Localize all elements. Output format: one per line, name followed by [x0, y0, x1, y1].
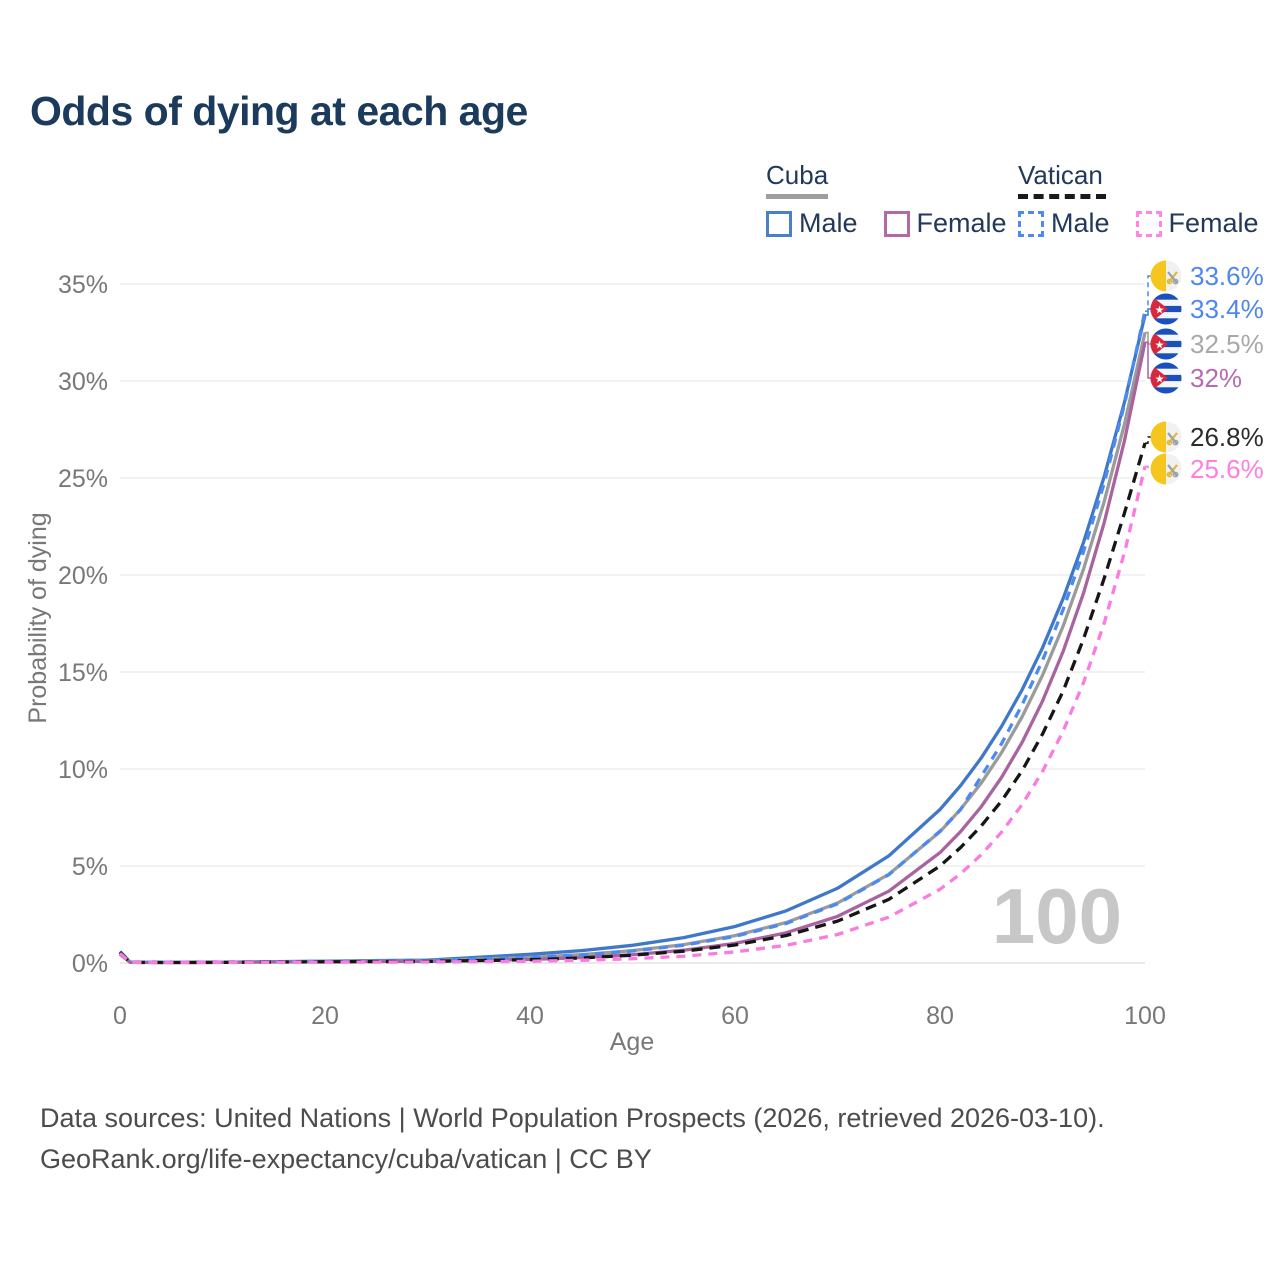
svg-text:★: ★	[1155, 340, 1165, 352]
legend-group-cuba: Cuba Male Female	[766, 160, 1007, 239]
leader-line-vatican-female	[1145, 465, 1151, 470]
legend-group-vatican: Vatican Male Female	[1018, 160, 1259, 239]
legend-item-vatican-female[interactable]: Female	[1135, 208, 1259, 239]
x-axis-title: Age	[610, 1028, 654, 1056]
flag-cuba-icon: ★	[1150, 362, 1182, 394]
leader-line-cuba-male	[1145, 308, 1151, 316]
footer-datasource: Data sources: United Nations | World Pop…	[40, 1103, 1105, 1133]
legend-item-label: Female	[916, 208, 1007, 238]
flag-vatican-icon	[1150, 453, 1182, 485]
svg-text:★: ★	[1155, 305, 1165, 317]
y-tick-label: 5%	[72, 853, 108, 881]
svg-text:★: ★	[1155, 374, 1165, 386]
line-vatican-female[interactable]	[118, 466, 1147, 965]
end-label-vatican-total: 26.8%	[1190, 422, 1264, 452]
end-label-cuba-male: 33.4%	[1190, 294, 1264, 324]
leader-line-cuba-total	[1145, 331, 1151, 345]
vatican-female-swatch-icon	[1135, 210, 1162, 237]
end-label-cuba-total: 32.5%	[1190, 329, 1264, 359]
leader-line-cuba-female	[1145, 341, 1151, 379]
y-tick-label: 25%	[58, 465, 108, 493]
legend-item-label: Male	[799, 208, 858, 238]
leader-line-vatican-male	[1145, 275, 1151, 312]
x-tick-label: 60	[721, 1002, 749, 1030]
x-tick-label: 40	[516, 1002, 544, 1030]
y-tick-label: 20%	[58, 562, 108, 590]
legend-item-cuba-male[interactable]: Male	[766, 208, 858, 239]
legend-vatican-underline	[1018, 194, 1106, 199]
x-tick-label: 100	[1124, 1002, 1166, 1030]
x-tick-label: 0	[113, 1002, 127, 1030]
footer-attribution: GeoRank.org/life-expectancy/cuba/vatican…	[40, 1144, 652, 1174]
y-tick-label: 0%	[72, 950, 108, 978]
age-watermark: 100	[992, 872, 1122, 960]
legend-item-vatican-male[interactable]: Male	[1018, 208, 1110, 239]
flag-cuba-icon: ★	[1150, 293, 1182, 325]
page-title: Odds of dying at each age	[30, 88, 528, 134]
end-label-vatican-male: 33.6%	[1190, 261, 1264, 291]
leader-line-vatican-total	[1145, 436, 1151, 444]
y-tick-label: 10%	[58, 756, 108, 784]
footer: Data sources: United Nations | World Pop…	[40, 1098, 1105, 1180]
legend-item-cuba-female[interactable]: Female	[883, 208, 1007, 239]
legend-item-label: Male	[1051, 208, 1110, 238]
line-vatican-total[interactable]	[118, 442, 1147, 965]
end-label-vatican-female: 25.6%	[1190, 454, 1264, 484]
vatican-male-swatch-icon	[1018, 210, 1044, 237]
flag-vatican-icon	[1150, 421, 1182, 453]
end-label-cuba-female: 32%	[1190, 363, 1242, 393]
cuba-female-swatch-icon	[883, 210, 910, 237]
y-axis-title: Probability of dying	[24, 512, 52, 723]
y-tick-label: 30%	[58, 368, 108, 396]
legend-cuba-underline	[766, 194, 828, 199]
flag-vatican-icon	[1150, 260, 1182, 292]
line-cuba-total[interactable]	[118, 332, 1147, 965]
line-cuba-female[interactable]	[118, 341, 1147, 965]
cuba-male-swatch-icon	[766, 210, 792, 237]
legend-country-cuba[interactable]: Cuba	[766, 160, 829, 190]
y-tick-label: 35%	[58, 271, 108, 299]
legend-item-label: Female	[1168, 208, 1259, 238]
flag-cuba-icon: ★	[1150, 328, 1182, 360]
line-vatican-male[interactable]	[118, 310, 1147, 965]
x-tick-label: 80	[926, 1002, 954, 1030]
legend-country-vatican[interactable]: Vatican	[1018, 160, 1103, 190]
y-tick-label: 15%	[58, 659, 108, 687]
x-tick-label: 20	[311, 1002, 339, 1030]
